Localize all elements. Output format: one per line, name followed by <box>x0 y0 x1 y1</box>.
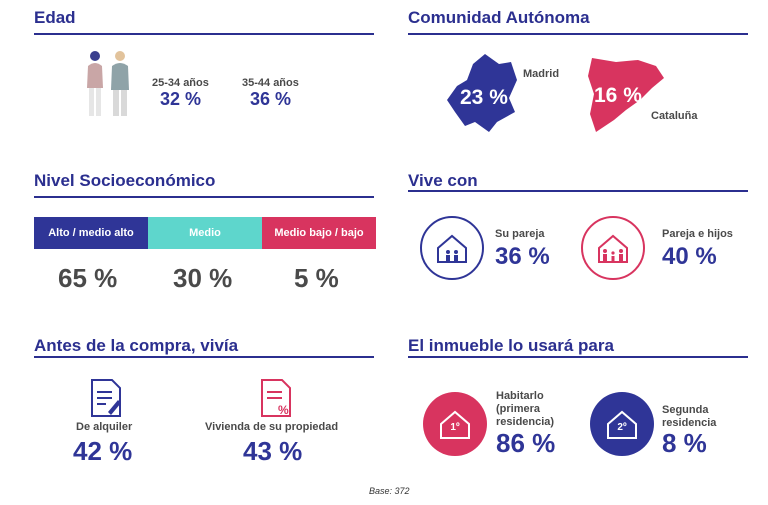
inmueble-value-2: 8 % <box>662 428 707 458</box>
antes-value-2: 43 % <box>243 436 303 466</box>
inmueble-label-2-line-2: residencia <box>662 417 717 429</box>
primary-residence-icon: 1º <box>423 392 487 456</box>
segment-alto-value: 65 % <box>58 263 118 293</box>
edad-title: Edad <box>34 8 76 27</box>
second-residence-icon: 2º <box>590 392 654 456</box>
rental-document-icon <box>91 379 121 417</box>
base-note: Base: 372 <box>369 486 410 496</box>
antes-rule <box>34 356 374 358</box>
inmueble-title: El inmueble lo usará para <box>408 336 614 355</box>
antes-label-1: De alquiler <box>76 421 133 433</box>
house-family-icon <box>581 216 645 280</box>
svg-text:%: % <box>278 403 289 417</box>
vive-label-1: Su pareja <box>495 228 545 240</box>
segment-alto: Alto / medio alto <box>34 217 148 249</box>
age-group-value-1: 32 % <box>160 89 202 109</box>
inmueble-value-1: 86 % <box>496 428 556 458</box>
segment-bajo: Medio bajo / bajo <box>262 217 376 249</box>
second-residence-badge: 2º <box>617 422 627 433</box>
nivel-title: Nivel Socioeconómico <box>34 171 216 190</box>
property-document-icon: % <box>261 379 291 417</box>
house-couple-icon <box>420 216 484 280</box>
comunidad-title: Comunidad Autónoma <box>408 8 590 27</box>
cataluna-map-icon <box>588 58 664 132</box>
inmueble-label-1-line-2: (primera <box>496 403 541 415</box>
madrid-value: 23 % <box>460 86 508 109</box>
inmueble-label-2-line-1: Segunda <box>662 404 709 416</box>
vive-value-1: 36 % <box>495 243 550 270</box>
comunidad-rule <box>408 33 748 35</box>
cataluna-value: 16 % <box>594 84 642 107</box>
vive-title: Vive con <box>408 171 478 190</box>
edad-rule <box>34 33 374 35</box>
antes-label-2: Vivienda de su propiedad <box>205 421 339 433</box>
inmueble-label-1-line-1: Habitarlo <box>496 390 544 402</box>
age-group-value-2: 36 % <box>250 89 292 109</box>
vive-value-2: 40 % <box>662 243 717 270</box>
segment-medio: Medio <box>148 217 262 249</box>
people-illustration <box>87 51 129 116</box>
segment-medio-value: 30 % <box>173 263 233 293</box>
nivel-rule <box>34 196 374 198</box>
inmueble-label-2: Segunda residencia <box>662 404 716 430</box>
madrid-map-icon <box>447 54 517 132</box>
age-group-label-2: 35-44 años <box>242 77 299 89</box>
primary-residence-badge: 1º <box>450 422 460 433</box>
inmueble-label-1-line-3: residencia) <box>496 416 555 428</box>
antes-value-1: 42 % <box>73 436 133 466</box>
inmueble-rule <box>408 356 748 358</box>
segment-bajo-value: 5 % <box>294 263 339 293</box>
age-group-label-1: 25-34 años <box>152 77 209 89</box>
madrid-label: Madrid <box>523 68 560 80</box>
cataluna-label: Cataluña <box>651 110 698 122</box>
vive-rule <box>408 190 748 192</box>
vive-label-2: Pareja e hijos <box>662 228 733 240</box>
inmueble-label-1: Habitarlo (primera residencia) <box>496 390 554 429</box>
antes-title: Antes de la compra, vivía <box>34 336 239 355</box>
